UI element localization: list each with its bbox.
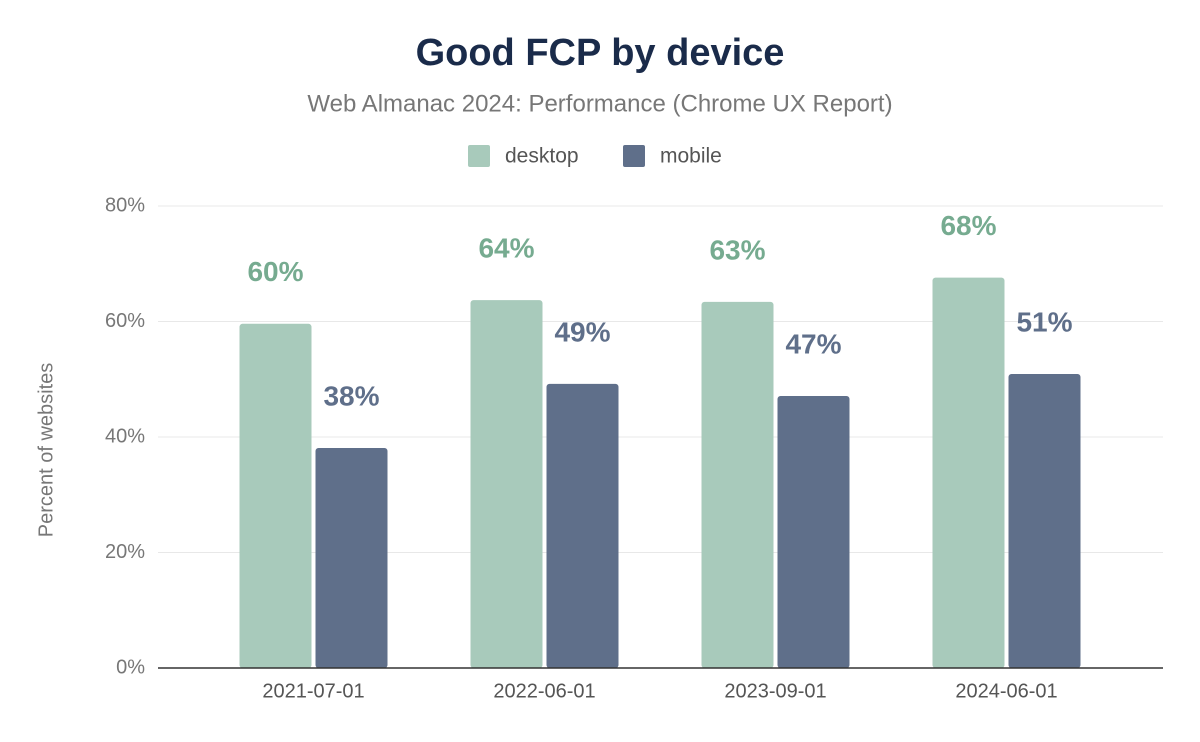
legend-swatch <box>623 145 645 167</box>
y-tick-label: 40% <box>105 425 145 447</box>
x-tick-label: 2023-09-01 <box>724 680 826 702</box>
bar <box>932 277 1005 668</box>
bar <box>777 395 850 668</box>
legend-swatch <box>468 145 490 167</box>
data-label: 60% <box>247 256 303 287</box>
data-label: 38% <box>323 380 379 411</box>
data-label: 49% <box>554 316 610 347</box>
legend-label: mobile <box>660 145 722 168</box>
y-axis-title: Percent of websites <box>35 363 57 538</box>
chart-subtitle: Web Almanac 2024: Performance (Chrome UX… <box>307 90 892 117</box>
data-label: 64% <box>478 233 534 264</box>
x-tick-label: 2021-07-01 <box>262 680 364 702</box>
legend-label: desktop <box>505 145 579 168</box>
x-tick-label: 2024-06-01 <box>955 680 1057 702</box>
y-tick-label: 0% <box>116 656 145 678</box>
bar <box>239 323 312 668</box>
bar <box>701 301 774 668</box>
data-label: 47% <box>785 328 841 359</box>
y-tick-label: 20% <box>105 541 145 563</box>
bar <box>470 300 543 668</box>
y-tick-label: 80% <box>105 194 145 216</box>
data-label: 51% <box>1016 306 1072 337</box>
y-tick-label: 60% <box>105 310 145 332</box>
x-tick-label: 2022-06-01 <box>493 680 595 702</box>
data-label: 63% <box>709 234 765 265</box>
bar <box>315 447 388 668</box>
bar <box>1008 374 1081 668</box>
data-label: 68% <box>940 210 996 241</box>
chart-title: Good FCP by device <box>416 32 785 74</box>
bar <box>546 383 619 668</box>
